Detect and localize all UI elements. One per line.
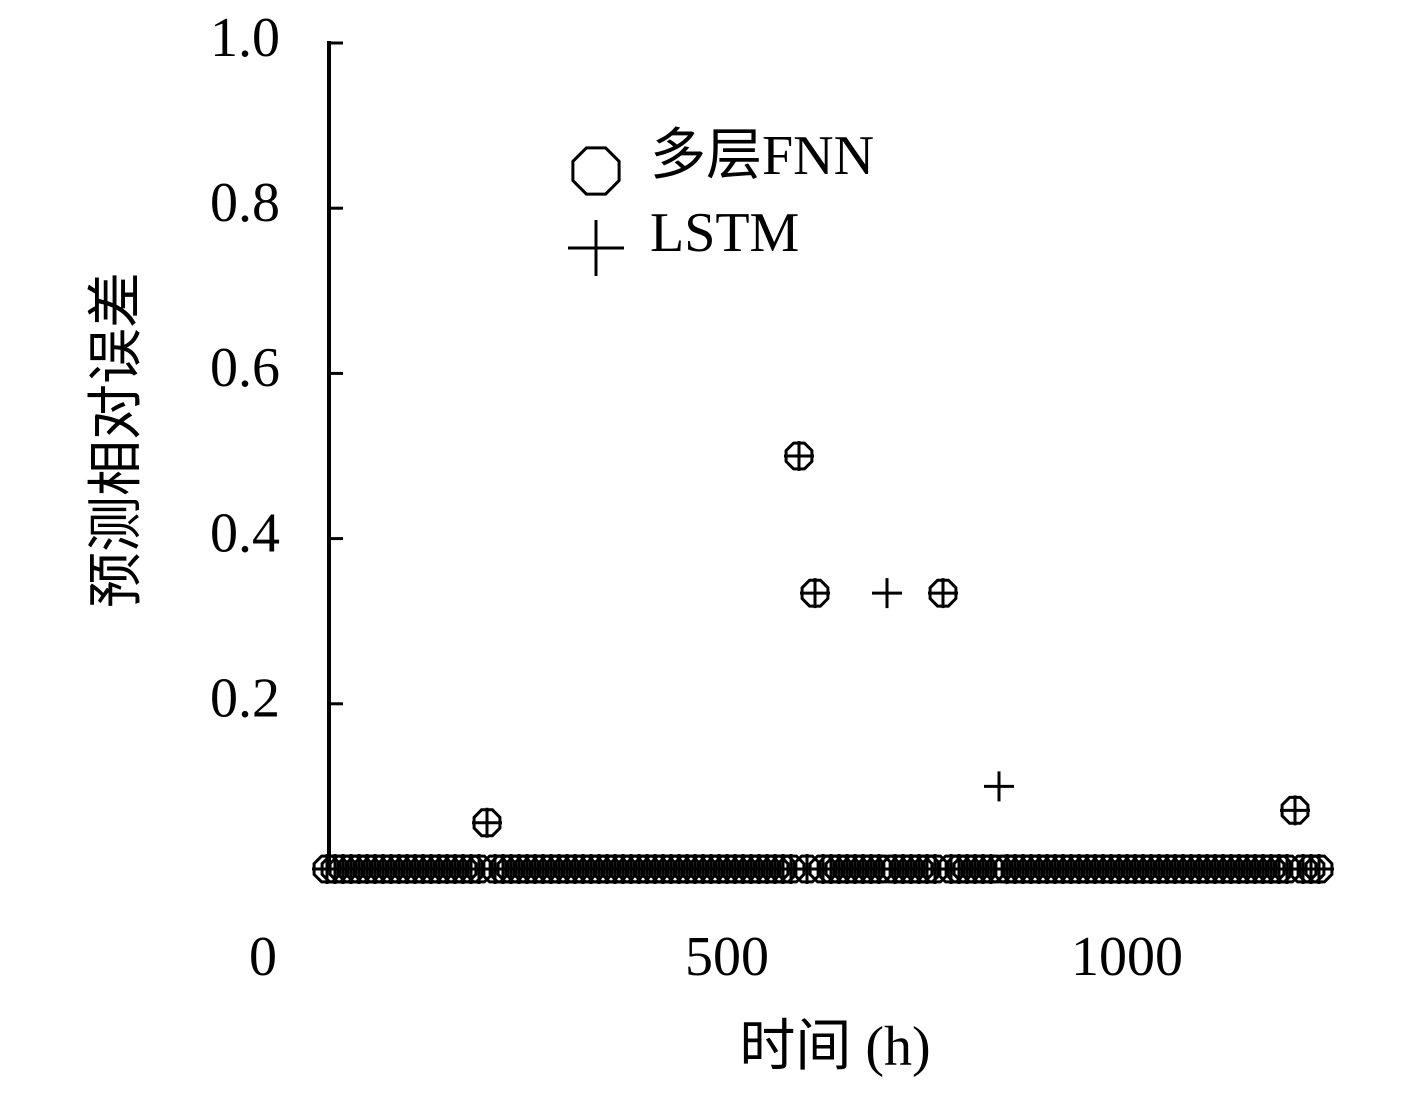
legend-label: LSTM — [650, 202, 799, 264]
circle-marker — [1272, 854, 1302, 884]
circle-marker — [776, 854, 806, 884]
circle-marker — [920, 854, 950, 884]
circle-marker — [784, 441, 814, 471]
y-axis-label: 预测相对误差 — [86, 272, 148, 608]
series — [312, 441, 1334, 884]
y-tick-label: 0.6 — [210, 337, 280, 399]
y-tick-label: 1.0 — [210, 7, 280, 69]
circle-marker — [928, 578, 958, 608]
y-tick-label: 0.8 — [210, 172, 280, 234]
circle-marker — [1280, 795, 1310, 825]
plus-marker — [800, 578, 830, 609]
x-tick-label: 1000 — [1071, 926, 1183, 988]
plus-marker — [984, 771, 1014, 802]
x-tick-label: 500 — [685, 926, 769, 988]
circle-marker — [800, 578, 830, 608]
legend-label: 多层FNN — [650, 125, 874, 187]
plus-marker — [568, 220, 624, 276]
circle-marker — [571, 146, 621, 196]
x-axis-label: 时间 (h) — [739, 1016, 930, 1078]
plus-marker — [1280, 795, 1310, 826]
plus-marker — [784, 441, 814, 471]
circle-marker — [1304, 854, 1334, 884]
plus-marker — [472, 807, 502, 838]
y-tick-label: 0.2 — [210, 668, 280, 730]
series — [312, 441, 1334, 884]
circle-marker — [464, 854, 494, 884]
plus-marker — [928, 578, 958, 609]
plus-marker — [872, 578, 902, 609]
plus-marker — [1304, 854, 1334, 884]
x-tick-label: 0 — [249, 926, 277, 988]
circle-marker — [792, 854, 822, 884]
circle-marker — [472, 808, 502, 838]
y-tick-label: 0.4 — [210, 502, 280, 564]
